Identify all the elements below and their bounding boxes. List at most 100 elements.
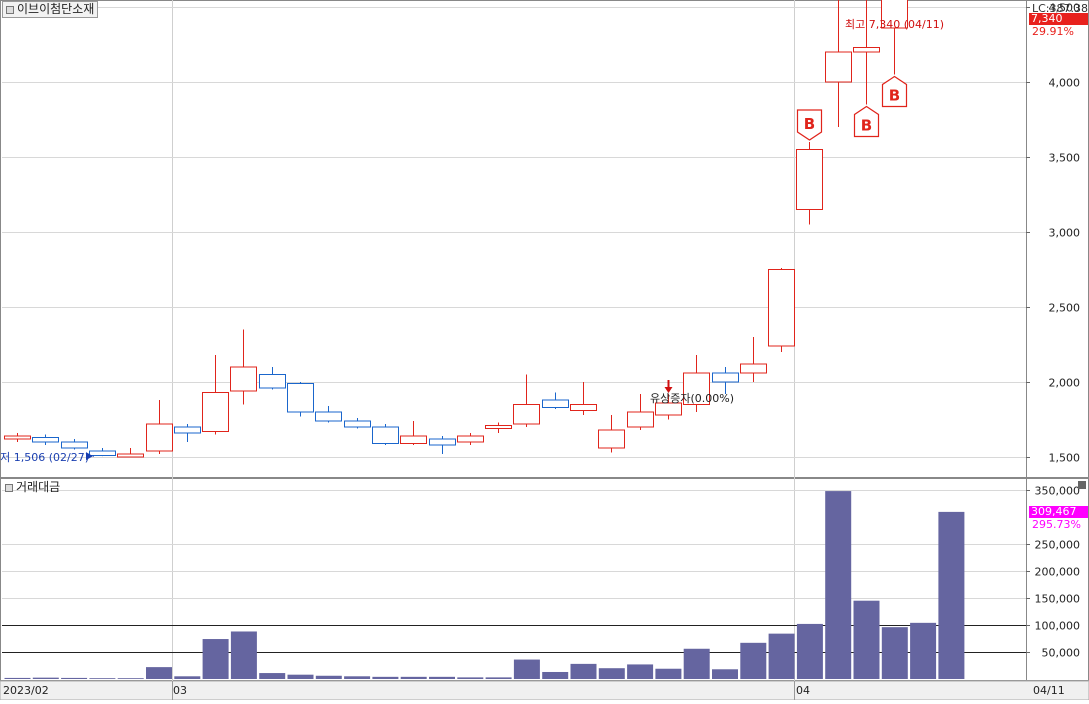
price-tick-label: 2,500 [1049, 302, 1081, 315]
volume-bar [825, 491, 852, 679]
candle-body-down [429, 438, 456, 446]
candle-body-down [61, 441, 88, 449]
price-tick-label: 1,500 [1049, 452, 1081, 465]
x-axis-label-march: 03 [173, 684, 187, 697]
candle-body-up [485, 425, 512, 429]
volume-bar [287, 674, 314, 679]
buy-signal-label: B [861, 117, 872, 135]
volume-change-tag: 295.73% [1032, 518, 1081, 531]
volume-bar [4, 677, 31, 679]
volume-bar [429, 676, 455, 679]
candle-body-up [400, 435, 427, 444]
candle-body-up [457, 435, 484, 443]
candle-body-down [259, 374, 286, 389]
volume-bar [796, 623, 823, 679]
candle-body-down [32, 437, 59, 443]
candle-body-up [655, 402, 682, 416]
candle-body-up [230, 366, 257, 392]
volume-bar [485, 677, 512, 679]
volume-bar [400, 676, 427, 679]
volume-bar [853, 600, 880, 679]
volume-bar [712, 669, 738, 679]
candle-body-up [202, 392, 229, 432]
volume-bar [202, 639, 229, 679]
candle-body-up [513, 404, 540, 425]
buy-signal-label: B [804, 115, 815, 133]
candle-body-up [146, 423, 173, 452]
volume-bar [910, 622, 937, 679]
price-tick-label: 3,500 [1049, 152, 1081, 165]
volume-bar [344, 676, 371, 679]
volume-bar [627, 664, 654, 679]
candle-body-up [740, 363, 767, 374]
candle-body-up [117, 453, 144, 458]
volume-bar [315, 675, 342, 679]
panel-menu-icon[interactable] [5, 484, 13, 492]
volume-tick-label: 150,000 [1035, 593, 1081, 606]
candle-body-down [372, 426, 399, 444]
volume-panel-title: 거래대금 [2, 480, 60, 495]
last-price-tag: 7,340 [1029, 13, 1088, 25]
volume-bar [259, 673, 286, 679]
volume-tick-label: 50,000 [1042, 647, 1081, 660]
max-annotation: 최고 7,340 (04/11) [845, 18, 945, 31]
x-axis-strip [0, 680, 1089, 701]
buy-signal-label: B [889, 87, 900, 105]
volume-bar [457, 677, 484, 679]
candle-body-down [315, 411, 342, 422]
candle-body-down [174, 426, 201, 434]
volume-tick-label: 350,000 [1035, 485, 1081, 498]
volume-tick-label: 200,000 [1035, 566, 1081, 579]
price-tick-label: 4,000 [1049, 77, 1081, 90]
volume-bar [683, 648, 710, 679]
price-panel-title: 이브이첨단소재 [2, 1, 99, 18]
candle-body-up [4, 435, 31, 440]
candle-body-down [712, 372, 739, 383]
volume-bar [61, 677, 88, 679]
price-tick-label: 3,000 [1049, 227, 1081, 240]
x-axis-label-april: 04 [796, 684, 810, 697]
price-tick-label: 4,500 [1049, 2, 1081, 15]
event-marker-arrowhead [664, 387, 673, 393]
buy-signal-marker [796, 109, 823, 141]
volume-bar [598, 668, 625, 679]
volume-panel-close-icon[interactable] [1078, 481, 1086, 489]
candle-body-up [768, 269, 795, 347]
candle-body-up [598, 429, 625, 449]
last-change-tag: 29.91% [1032, 25, 1074, 38]
price-panel-frame [0, 0, 1089, 478]
volume-tick-label: 250,000 [1035, 539, 1081, 552]
event-annotation: 유상증자(0.00%) [650, 392, 735, 405]
price-panel-title-text: 이브이첨단소재 [17, 2, 95, 16]
price-tick-label: 2,000 [1049, 377, 1081, 390]
volume-bar [570, 663, 597, 679]
candle-body-down [89, 450, 116, 456]
min-annotation: 최저 1,506 (02/27) [0, 451, 90, 464]
volume-bar [174, 676, 201, 679]
volume-bar [655, 668, 682, 679]
candle-body-up [881, 0, 908, 29]
volume-bar [542, 671, 569, 679]
volume-last-tag: 309,467 [1029, 506, 1088, 518]
volume-bar [513, 659, 540, 679]
x-axis-label-last: 04/11 [1033, 684, 1065, 697]
volume-panel-title-text: 거래대금 [16, 480, 61, 494]
candle-body-up [825, 51, 852, 83]
panel-menu-icon[interactable] [6, 6, 14, 14]
candle-body-down [542, 399, 569, 408]
candle-body-up [627, 411, 654, 428]
x-axis-label-start: 2023/02 [3, 684, 49, 697]
volume-bar [89, 678, 116, 679]
lc-label: LC:387.38 [1032, 2, 1089, 15]
volume-bar [768, 633, 795, 679]
candle-body-down [287, 383, 314, 413]
volume-bar [146, 667, 172, 679]
volume-bar [740, 642, 767, 679]
candle-body-up [570, 404, 597, 411]
volume-bar [881, 627, 908, 679]
volume-tick-label: 100,000 [1035, 620, 1081, 633]
candle-body-up [853, 47, 880, 53]
volume-bar [117, 678, 144, 679]
